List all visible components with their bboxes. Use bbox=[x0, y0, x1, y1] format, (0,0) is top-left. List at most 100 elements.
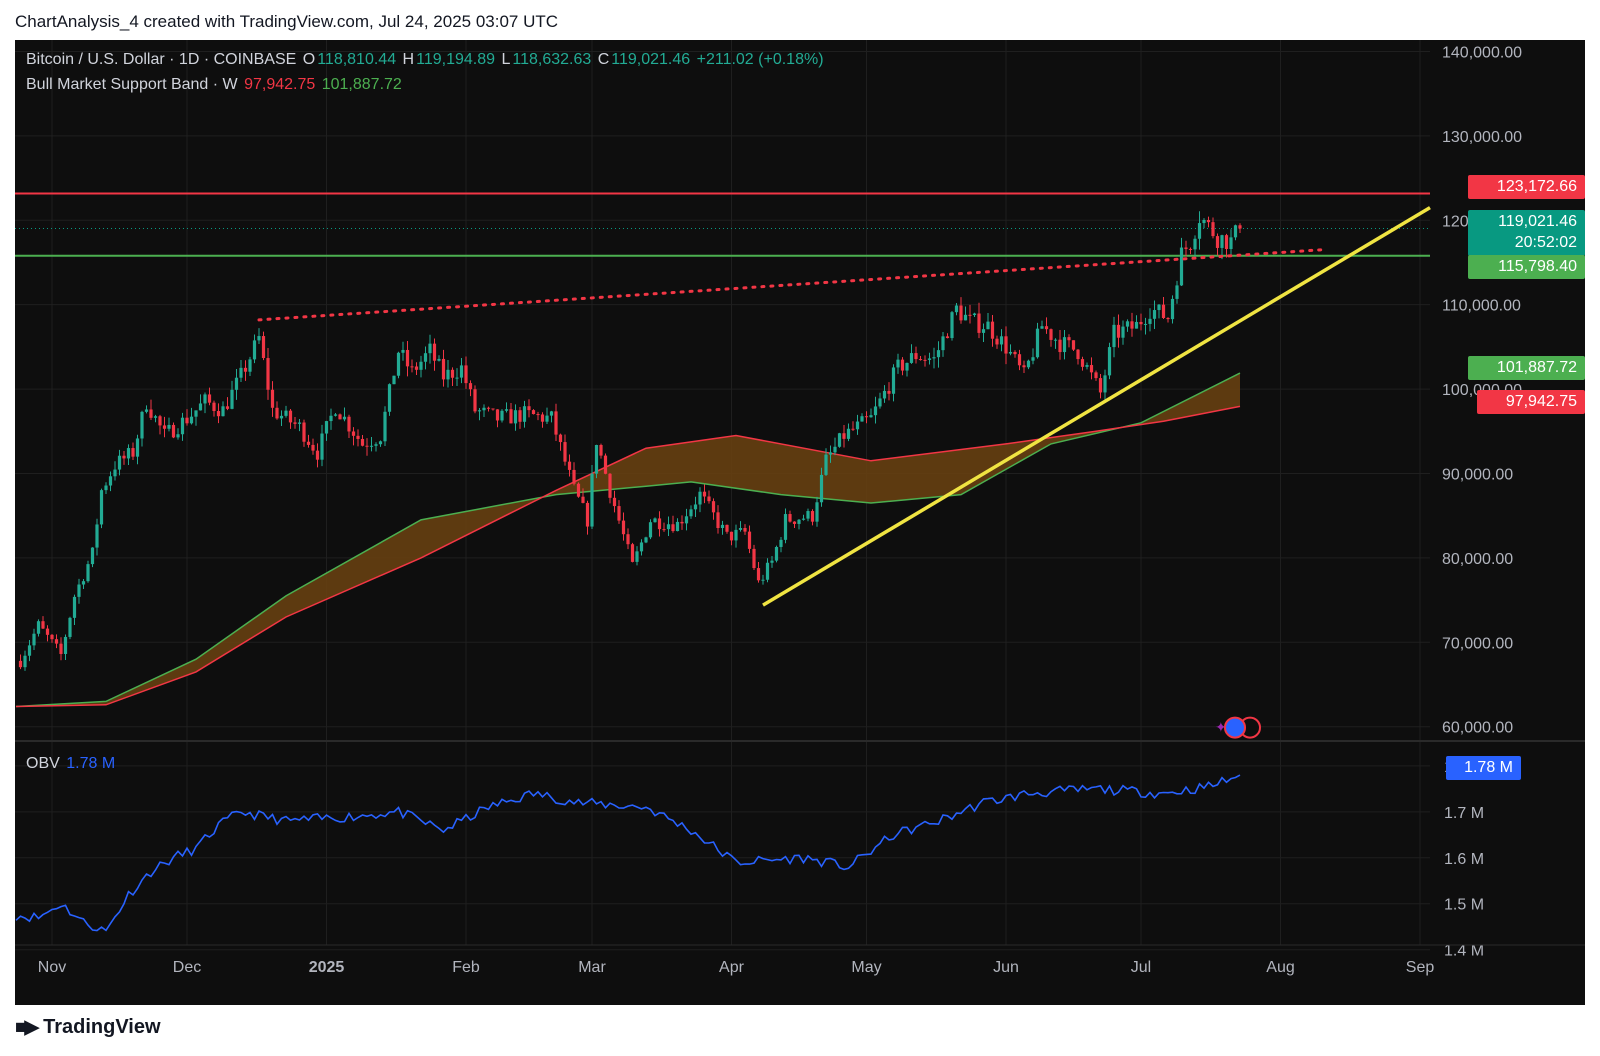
close-value: 119,021.46 bbox=[611, 51, 691, 68]
candle-down bbox=[1049, 329, 1053, 340]
candle-up bbox=[806, 511, 810, 519]
candle-down bbox=[18, 660, 23, 668]
candle-up bbox=[1125, 321, 1130, 327]
time-tick-label: Sep bbox=[1406, 959, 1435, 976]
candle-up bbox=[428, 343, 432, 354]
candle-up bbox=[284, 410, 288, 416]
candle-up bbox=[653, 518, 657, 523]
candle-up bbox=[1031, 357, 1035, 361]
candle-up bbox=[1103, 375, 1107, 393]
candle-up bbox=[63, 636, 68, 654]
candle-up bbox=[909, 353, 914, 363]
tradingview-logo-icon: ■▶ bbox=[15, 1017, 39, 1038]
candle-up bbox=[369, 445, 374, 447]
candle-up bbox=[239, 367, 243, 378]
candle-down bbox=[743, 528, 747, 532]
candle-up bbox=[90, 547, 95, 565]
support-price-tag: 115,798.40 bbox=[1468, 255, 1585, 279]
price-tick-label: 80,000.00 bbox=[1442, 551, 1513, 568]
candle-down bbox=[207, 394, 212, 403]
candle-down bbox=[612, 497, 617, 507]
tradingview-logo[interactable]: ■▶ TradingView bbox=[15, 1016, 161, 1039]
candle-up bbox=[828, 452, 833, 455]
candle-up bbox=[837, 433, 842, 447]
candle-up bbox=[378, 441, 383, 445]
candle-up bbox=[1197, 223, 1202, 239]
chart-canvas[interactable]: ✦ 140,000.00130,000.00120,000.00110,000.… bbox=[15, 40, 1585, 1005]
candle-down bbox=[306, 441, 311, 445]
candle-down bbox=[1058, 339, 1062, 353]
low-label: L bbox=[501, 51, 511, 68]
candle-down bbox=[900, 359, 905, 371]
candle-up bbox=[513, 410, 518, 424]
band-low-price-tag: 97,942.75 bbox=[1477, 390, 1585, 414]
candle-up bbox=[252, 340, 257, 360]
candle-up bbox=[860, 416, 864, 422]
candle-up bbox=[396, 352, 401, 376]
candle-down bbox=[270, 389, 275, 408]
candle-up bbox=[819, 474, 824, 503]
candle-down bbox=[311, 444, 315, 451]
candle-up bbox=[905, 362, 909, 371]
candle-up bbox=[36, 621, 41, 634]
candle-up bbox=[1175, 285, 1179, 299]
candle-down bbox=[131, 448, 135, 457]
candle-up bbox=[342, 416, 347, 420]
candle-up bbox=[783, 514, 788, 540]
candle-up bbox=[167, 424, 171, 429]
candle-up bbox=[477, 410, 482, 412]
candle-up bbox=[770, 560, 774, 563]
candle-down bbox=[158, 416, 162, 426]
candle-down bbox=[1089, 365, 1094, 373]
candle-down bbox=[608, 473, 612, 498]
candle-down bbox=[680, 521, 684, 524]
candle-up bbox=[720, 524, 725, 528]
candle-up bbox=[846, 428, 851, 439]
candle-down bbox=[716, 512, 720, 528]
candle-up bbox=[761, 579, 765, 581]
candle-down bbox=[464, 365, 468, 384]
candle-up bbox=[594, 444, 599, 474]
symbol-name[interactable]: Bitcoin / U.S. Dollar · 1D · COINBASE bbox=[26, 51, 297, 68]
candle-down bbox=[725, 524, 729, 532]
obv-legend: OBV 1.78 M bbox=[26, 755, 117, 773]
candle-down bbox=[441, 358, 446, 380]
candle-up bbox=[401, 349, 405, 353]
candle-up bbox=[1202, 220, 1206, 224]
indicator-name[interactable]: Bull Market Support Band · W bbox=[26, 76, 238, 93]
candle-up bbox=[932, 357, 936, 359]
candle-up bbox=[329, 415, 333, 422]
candle-down bbox=[1067, 337, 1071, 341]
candle-down bbox=[1139, 321, 1143, 325]
candle-up bbox=[765, 562, 770, 580]
support-band-lower-line bbox=[15, 405, 1241, 708]
candle-down bbox=[887, 390, 891, 394]
candle-up bbox=[824, 454, 828, 475]
candle-up bbox=[1035, 328, 1040, 358]
obv-label[interactable]: OBV bbox=[26, 755, 60, 772]
candle-down bbox=[558, 434, 563, 443]
support-band-fill bbox=[16, 373, 1240, 707]
candle-down bbox=[918, 359, 923, 361]
candle-down bbox=[486, 407, 491, 409]
candle-up bbox=[113, 469, 117, 477]
candle-down bbox=[576, 483, 581, 497]
candle-up bbox=[1026, 360, 1031, 368]
candle-up bbox=[1143, 323, 1148, 325]
candle-down bbox=[1116, 324, 1121, 338]
time-tick-label: Feb bbox=[452, 959, 480, 976]
candle-down bbox=[1004, 336, 1008, 354]
candle-down bbox=[473, 389, 477, 412]
candle-down bbox=[149, 409, 153, 418]
candle-down bbox=[162, 425, 167, 429]
candle-up bbox=[522, 406, 527, 422]
candle-down bbox=[1184, 247, 1188, 249]
candle-up bbox=[135, 438, 140, 457]
candle-up bbox=[936, 350, 941, 358]
candle-down bbox=[338, 414, 342, 420]
obv-price-tag: 1.78 M bbox=[1446, 756, 1521, 780]
candle-down bbox=[212, 402, 216, 412]
chart-frame[interactable]: ✦ 140,000.00130,000.00120,000.00110,000.… bbox=[15, 40, 1585, 1005]
candle-up bbox=[68, 617, 72, 637]
